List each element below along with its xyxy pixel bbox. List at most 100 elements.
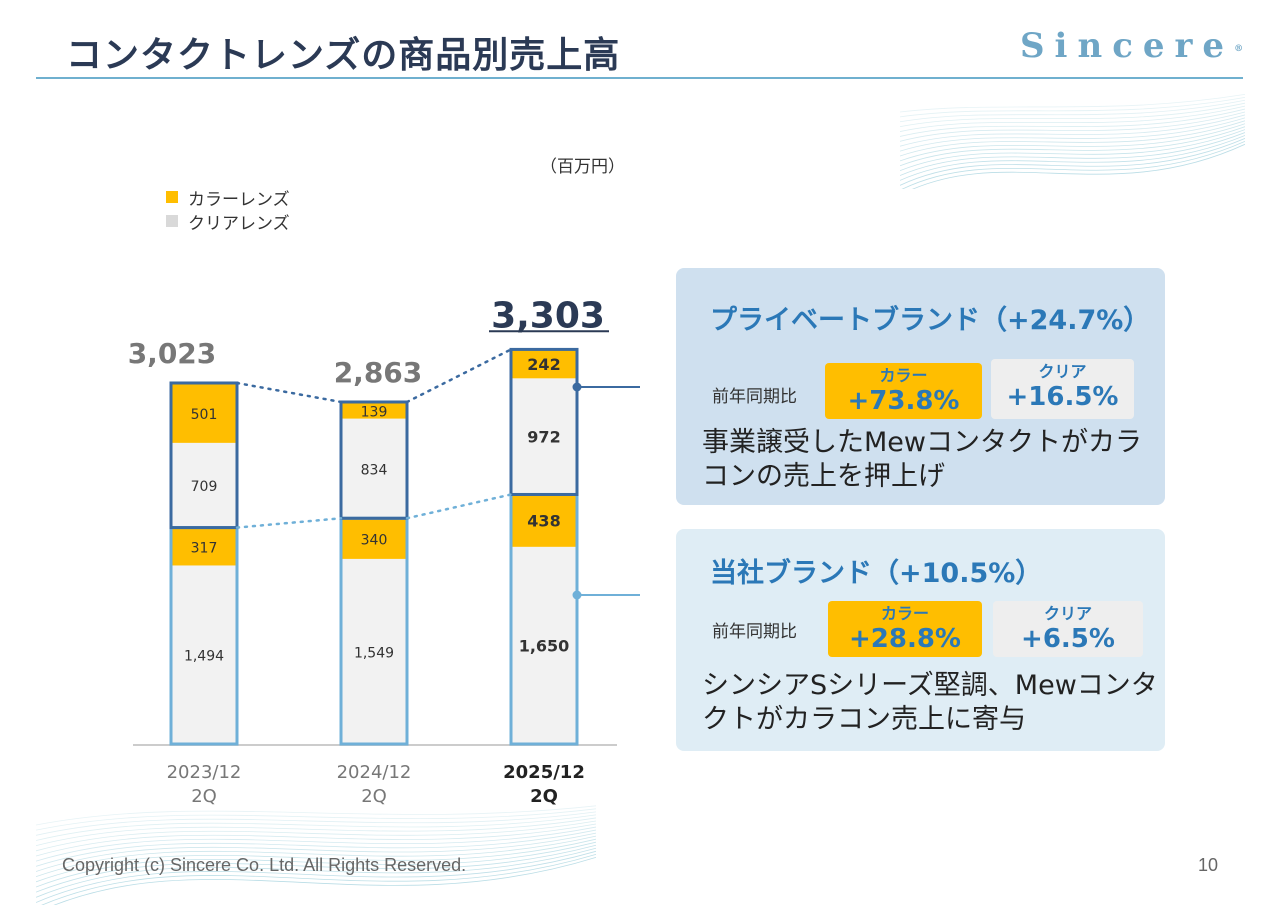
wave-line xyxy=(900,123,1245,162)
data-label: 340 xyxy=(361,533,388,549)
legend-item-clear: クリアレンズ xyxy=(166,209,290,234)
wave-line xyxy=(900,126,1245,167)
private-brand-yoy-label: 前年同期比 xyxy=(712,387,797,407)
kpi-value: +6.5% xyxy=(1021,624,1115,654)
private-brand-panel: プライベートブランド（+24.7%） 前年同期比 カラー +73.8% クリア … xyxy=(676,268,1165,505)
kpi-label: クリア xyxy=(1043,604,1092,623)
kpi-label: カラー xyxy=(880,604,929,623)
bar-segment-private-brand-color xyxy=(511,349,577,379)
decorative-wave-top xyxy=(900,94,1245,189)
total-label: 3,023 xyxy=(128,337,217,370)
own-brand-panel: 当社ブランド（+10.5%） 前年同期比 カラー +28.8% クリア +6.5… xyxy=(676,529,1165,751)
wave-line xyxy=(900,129,1245,172)
unit-label: （百万円） xyxy=(540,157,625,177)
wave-line xyxy=(36,826,596,862)
wave-line xyxy=(53,856,596,905)
wave-line xyxy=(900,132,1245,176)
private-brand-color-kpi: カラー +73.8% xyxy=(825,363,982,419)
private-brand-outline xyxy=(509,347,579,496)
private-brand-outline xyxy=(169,381,239,530)
private-brand-title: プライベートブランド（+24.7%） xyxy=(710,305,1151,336)
data-label: 834 xyxy=(361,462,388,478)
chart-legend: カラーレンズ クリアレンズ xyxy=(166,185,290,234)
trend-connector-own-brand xyxy=(405,493,513,520)
wave-line xyxy=(36,844,596,893)
copyright-footer: Copyright (c) Sincere Co. Ltd. All Right… xyxy=(62,855,467,875)
bar-segment-private-brand-clear xyxy=(171,442,237,528)
category-label: 2023/12 xyxy=(167,762,242,783)
wave-line xyxy=(36,835,596,878)
kpi-label: カラー xyxy=(879,366,928,385)
total-label: 2,863 xyxy=(334,356,423,389)
registered-mark: ® xyxy=(1234,44,1244,54)
wave-line xyxy=(36,805,596,826)
callout-dot-own-brand xyxy=(572,590,582,600)
wave-line xyxy=(900,96,1245,118)
wave-line xyxy=(41,853,596,905)
wave-line xyxy=(36,838,596,883)
kpi-value: +16.5% xyxy=(1006,382,1119,412)
own-brand-clear-kpi: クリア +6.5% xyxy=(993,601,1143,657)
own-brand-description: シンシアSシリーズ堅調、Mewコンタクトがカラコン売上に寄与 xyxy=(702,670,1158,735)
bar-segment-private-brand-color xyxy=(341,401,407,419)
kpi-label: クリア xyxy=(1038,362,1087,381)
data-label: 317 xyxy=(191,541,218,557)
data-label: 709 xyxy=(191,479,218,495)
data-label: 501 xyxy=(191,407,218,423)
kpi-value: +73.8% xyxy=(847,386,960,416)
page-number: 10 xyxy=(1198,855,1219,875)
kpi-value: +28.8% xyxy=(849,624,961,654)
wave-line xyxy=(900,102,1245,128)
wave-line xyxy=(900,138,1245,186)
wave-line xyxy=(900,117,1245,152)
wave-line xyxy=(900,114,1245,147)
logo-text: Sincere xyxy=(1020,26,1235,66)
bar-segment-own-brand-clear xyxy=(511,546,577,744)
bar-segment-private-brand-clear xyxy=(341,418,407,519)
legend-swatch-clear xyxy=(166,215,178,227)
wave-line xyxy=(36,829,596,867)
sincere-logo: Sincere® xyxy=(1020,26,1243,66)
category-label: 2Q xyxy=(530,786,558,807)
bar-segment-private-brand-clear xyxy=(511,378,577,495)
wave-line xyxy=(900,105,1245,132)
legend-swatch-color xyxy=(166,191,178,203)
trend-connector-private-brand xyxy=(235,381,343,404)
category-label: 2025/12 xyxy=(503,762,585,783)
data-label: 139 xyxy=(361,404,388,420)
stacked-bar-chart: 1,494 317 709 501 3,023 2023/12 2Q 1,549 340 834 1… xyxy=(128,295,640,807)
wave-line xyxy=(36,814,596,841)
bar-segment-own-brand-clear xyxy=(171,565,237,744)
trend-connector-private-brand xyxy=(405,348,513,404)
wave-line xyxy=(900,99,1245,123)
wave-line xyxy=(36,808,596,831)
wave-line xyxy=(36,850,596,903)
decorative-wave-bottom xyxy=(36,805,596,905)
wave-line xyxy=(36,847,596,898)
private-brand-clear-kpi: クリア +16.5% xyxy=(991,359,1134,419)
wave-line xyxy=(36,820,596,852)
wave-line xyxy=(36,817,596,847)
callout-dot-private-brand xyxy=(572,382,582,392)
wave-line xyxy=(36,823,596,857)
data-label: 1,549 xyxy=(354,645,394,661)
private-brand-description: 事業譲受したMewコンタクトがカラコンの売上を押上げ xyxy=(702,427,1142,492)
wave-line xyxy=(36,811,596,836)
wave-line xyxy=(900,94,1245,113)
wave-line xyxy=(36,841,596,888)
data-label: 242 xyxy=(527,355,560,374)
category-label: 2Q xyxy=(361,786,387,807)
data-label: 1,650 xyxy=(519,636,570,655)
wave-line xyxy=(900,108,1245,137)
title-divider xyxy=(36,77,1243,79)
wave-line xyxy=(912,143,1245,189)
bar-segment-own-brand-clear xyxy=(341,558,407,744)
own-brand-yoy-label: 前年同期比 xyxy=(712,622,797,642)
data-label: 1,494 xyxy=(184,649,224,665)
wave-line xyxy=(901,140,1245,189)
wave-line xyxy=(900,120,1245,157)
wave-line xyxy=(900,111,1245,142)
legend-item-color: カラーレンズ xyxy=(166,185,290,210)
page-title: コンタクトレンズの商品別売上高 xyxy=(66,35,621,76)
wave-line xyxy=(900,135,1245,181)
